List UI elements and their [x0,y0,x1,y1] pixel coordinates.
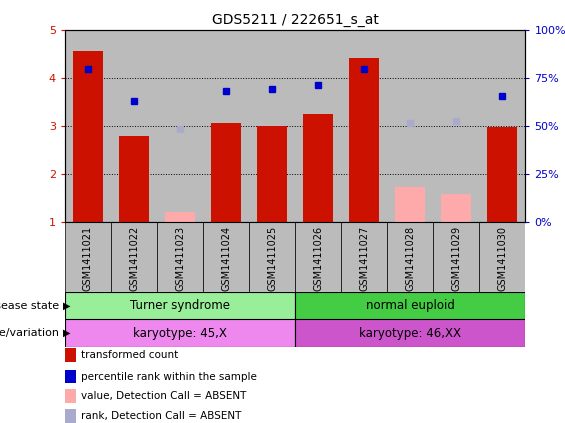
Bar [396,187,425,222]
Text: GSM1411021: GSM1411021 [83,225,93,291]
Text: GSM1411027: GSM1411027 [359,225,370,291]
Text: transformed count: transformed count [81,350,179,360]
Bar [157,30,203,222]
Bar [341,222,388,292]
Bar [388,222,433,292]
Bar [157,222,203,292]
Text: GSM1411025: GSM1411025 [267,225,277,291]
Bar [249,30,295,222]
Text: ▶: ▶ [63,301,71,310]
Text: percentile rank within the sample: percentile rank within the sample [81,371,257,382]
Bar [65,319,295,347]
Text: GSM1411029: GSM1411029 [451,225,462,291]
Bar [111,222,157,292]
Text: GSM1411028: GSM1411028 [405,225,415,291]
Bar [295,292,525,319]
Text: karyotype: 46,XX: karyotype: 46,XX [359,327,462,340]
Bar [433,222,479,292]
Bar [65,349,76,362]
Bar [211,124,241,222]
Bar [119,137,149,222]
Bar [203,30,249,222]
Text: Turner syndrome: Turner syndrome [130,299,230,312]
Bar [488,127,518,222]
Text: karyotype: 45,X: karyotype: 45,X [133,327,227,340]
Title: GDS5211 / 222651_s_at: GDS5211 / 222651_s_at [212,13,379,27]
Bar [249,222,295,292]
Bar [295,319,525,347]
Text: GSM1411022: GSM1411022 [129,225,139,291]
Text: rank, Detection Call = ABSENT: rank, Detection Call = ABSENT [81,411,241,421]
Bar [341,30,388,222]
Bar [111,30,157,222]
Bar [295,30,341,222]
Bar [65,30,111,222]
Bar [65,292,295,319]
Bar [388,30,433,222]
Text: GSM1411023: GSM1411023 [175,225,185,291]
Bar [349,58,379,222]
Text: GSM1411026: GSM1411026 [313,225,323,291]
Text: GSM1411024: GSM1411024 [221,225,231,291]
Bar [65,409,76,423]
Bar [165,212,195,222]
Bar [65,370,76,383]
Text: normal euploid: normal euploid [366,299,455,312]
Text: GSM1411030: GSM1411030 [497,225,507,291]
Bar [433,30,479,222]
Bar [295,222,341,292]
Bar [65,390,76,403]
Text: disease state: disease state [0,301,59,310]
Bar [303,114,333,222]
Text: ▶: ▶ [63,328,71,338]
Bar [479,222,525,292]
Text: value, Detection Call = ABSENT: value, Detection Call = ABSENT [81,391,246,401]
Bar [203,222,249,292]
Bar [257,126,287,222]
Bar [441,194,471,222]
Bar [73,51,103,222]
Bar [65,222,111,292]
Bar [479,30,525,222]
Text: genotype/variation: genotype/variation [0,328,59,338]
